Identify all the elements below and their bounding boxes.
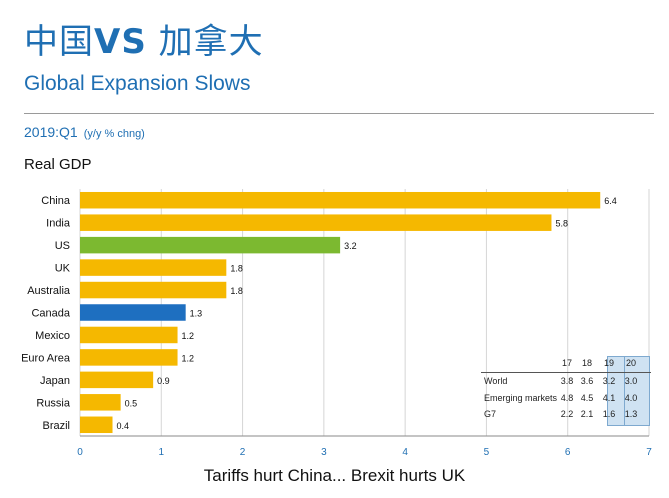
unit-label: (y/y % chng)	[83, 128, 145, 140]
x-tick-label: 3	[321, 447, 327, 458]
forecast-cell: 2.2	[560, 409, 574, 419]
forecast-col-header: 18	[581, 358, 592, 368]
value-label: 1.8	[230, 286, 243, 296]
forecast-row-name: World	[484, 376, 508, 386]
category-label: Japan	[40, 375, 70, 387]
x-tick-label: 1	[159, 447, 165, 458]
forecast-cell: 2.1	[580, 409, 594, 419]
value-label: 6.4	[604, 196, 617, 206]
forecast-cell: 3.8	[560, 376, 574, 386]
title-china: 中国	[24, 22, 94, 62]
forecast-cell: 1.3	[624, 409, 638, 419]
bar	[80, 326, 178, 344]
title-canada: 加拿大	[158, 22, 264, 62]
forecast-cell: 1.6	[602, 409, 616, 419]
value-label: 3.2	[344, 241, 357, 251]
forecast-col-header: 20	[625, 358, 636, 368]
chart-subtitle: Global Expansion Slows	[24, 72, 251, 95]
bar	[80, 281, 227, 299]
value-label: 0.4	[117, 421, 130, 431]
category-label: Mexico	[35, 330, 70, 342]
value-label: 5.8	[555, 219, 568, 229]
bar	[80, 416, 113, 434]
forecast-row-name: G7	[484, 409, 497, 419]
forecast-cell: 3.6	[580, 376, 594, 386]
x-tick-label: 0	[77, 447, 83, 458]
category-label: Brazil	[42, 420, 70, 432]
value-label: 0.5	[125, 398, 138, 408]
chart-caption: Tariffs hurt China... Brexit hurts UK	[203, 466, 466, 485]
forecast-cell: 3.2	[602, 376, 616, 386]
series-label: Real GDP	[24, 156, 92, 173]
value-label: 1.8	[230, 264, 243, 274]
category-label: UK	[55, 263, 71, 275]
title-vs: VS	[94, 22, 147, 62]
forecast-col-header: 17	[561, 358, 572, 368]
category-label: India	[46, 218, 71, 230]
value-label: 0.9	[157, 376, 170, 386]
category-label: Euro Area	[21, 352, 71, 364]
forecast-cell: 4.5	[580, 393, 594, 403]
forecast-cell: 3.0	[624, 376, 638, 386]
value-label: 1.3	[190, 309, 203, 319]
page-title: 中国VS 加拿大	[24, 14, 264, 63]
divider	[24, 113, 654, 114]
forecast-row-name: Emerging markets	[484, 393, 558, 403]
value-label: 1.2	[182, 353, 195, 363]
bar	[80, 236, 341, 254]
forecast-table: 17 18 19 20 World 3.8 3.6 3.2 3.0 Emerging market…	[481, 355, 651, 425]
bar	[80, 304, 186, 321]
forecast-highlight	[607, 356, 650, 426]
forecast-separator	[624, 357, 625, 425]
x-tick-label: 5	[484, 447, 490, 458]
x-tick-label: 2	[240, 447, 246, 458]
forecast-cell: 4.1	[602, 393, 616, 403]
bar	[80, 191, 601, 209]
x-tick-label: 6	[565, 447, 571, 458]
category-label: Canada	[31, 308, 70, 320]
forecast-col-header: 19	[603, 358, 614, 368]
value-label: 1.2	[182, 331, 195, 341]
forecast-cell: 4.8	[560, 393, 574, 403]
x-tick-label: 7	[646, 447, 652, 458]
category-label: China	[41, 195, 71, 207]
forecast-header-rule	[481, 372, 651, 373]
category-label: Russia	[36, 397, 71, 409]
bar	[80, 394, 121, 411]
period-value: 2019:Q1	[24, 124, 78, 140]
category-label: Australia	[27, 285, 71, 297]
bar	[80, 259, 227, 276]
x-tick-label: 4	[402, 447, 408, 458]
period-label: 2019:Q1 (y/y % chng)	[24, 124, 145, 140]
bar	[80, 214, 552, 231]
forecast-cell: 4.0	[624, 393, 638, 403]
bar	[80, 349, 178, 366]
category-label: US	[55, 240, 70, 252]
bar	[80, 371, 154, 389]
